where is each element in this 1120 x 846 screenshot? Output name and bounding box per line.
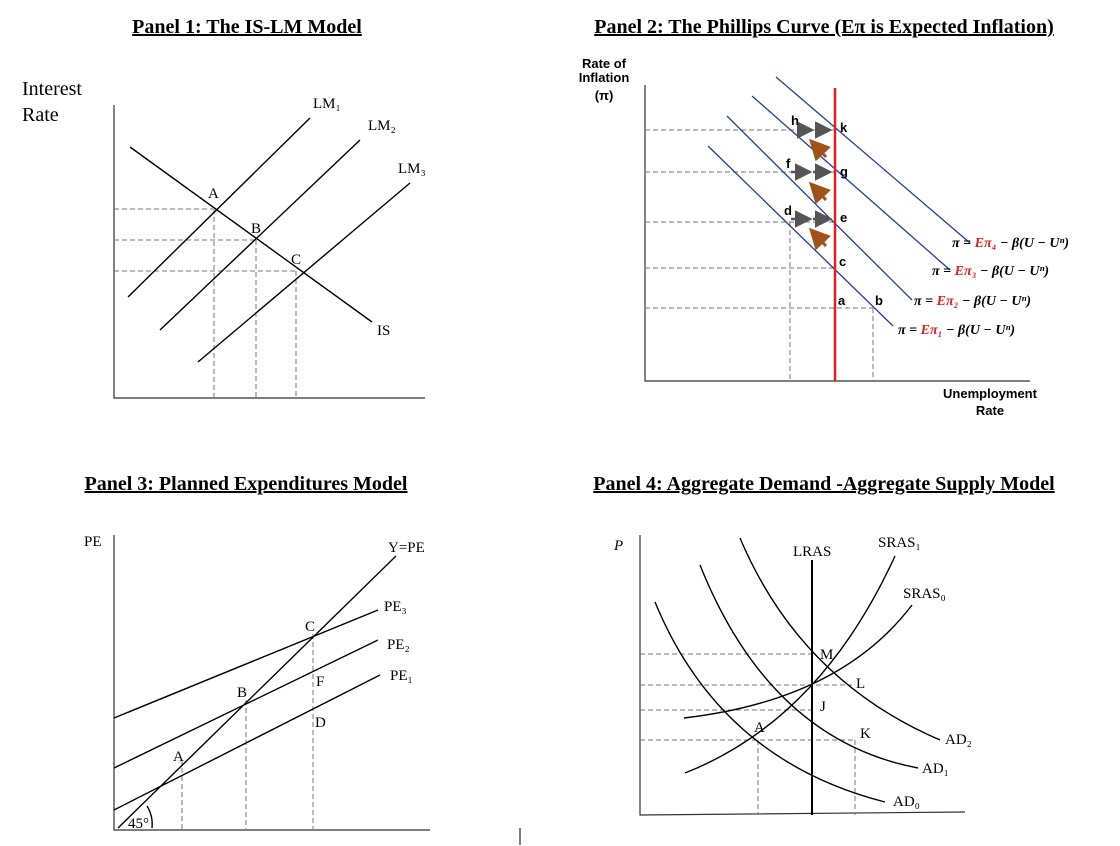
- axis-label: Interest: [22, 78, 82, 100]
- curve-label: IS: [377, 323, 390, 339]
- point-label: A: [208, 186, 219, 202]
- equation-part: − β(U − Uⁿ): [977, 264, 1050, 279]
- axis-label: P: [613, 538, 623, 554]
- point-label: C: [305, 619, 315, 635]
- point-label: C: [291, 252, 301, 268]
- equation: π = Eπ₂ − β(U − Uⁿ): [914, 294, 1031, 309]
- axis-label: Unemployment: [943, 386, 1038, 401]
- brown-arrows: [808, 138, 831, 251]
- point-label: F: [316, 674, 324, 690]
- point-label: e: [840, 210, 847, 225]
- equation-part: − β(U − Uⁿ): [959, 294, 1032, 309]
- curve-label: PE₃: [384, 599, 407, 615]
- curves: [127, 117, 411, 363]
- panel-title: Panel 2: The Phillips Curve (Eπ is Expec…: [594, 16, 1054, 38]
- curve-label: LM₂: [368, 118, 396, 134]
- point-label: L: [856, 676, 865, 692]
- phillips-curves: [707, 76, 971, 327]
- point-label: M: [820, 647, 833, 663]
- point-label: A: [173, 749, 184, 765]
- curve-label: LM₃: [398, 161, 426, 177]
- equation-part: π =: [914, 294, 937, 309]
- point-label: B: [251, 221, 261, 237]
- equation-part: π =: [932, 264, 955, 279]
- panel-title: Panel 1: The IS-LM Model: [132, 16, 362, 38]
- equation-part: − β(U − Uⁿ): [943, 323, 1016, 338]
- point-label: B: [237, 685, 247, 701]
- panel-planned-expenditures: Panel 3: Planned Expenditures Model PE 4…: [84, 473, 521, 845]
- curve-label: SRAS₁: [878, 535, 921, 551]
- angle-arc: [146, 805, 153, 829]
- panel-ad-as: Panel 4: Aggregate Demand -Aggregate Sup…: [593, 473, 1055, 816]
- equation-part: Eπ₃: [954, 264, 977, 279]
- point-label: d: [784, 203, 792, 218]
- axis-label: Rate: [22, 104, 59, 126]
- curve-label: AD₁: [922, 761, 949, 777]
- equation: π = Eπ₃ − β(U − Uⁿ): [932, 264, 1049, 279]
- point-label: K: [860, 726, 871, 742]
- axis-label: (π): [595, 88, 614, 103]
- point-label: k: [840, 120, 848, 135]
- curve-label: LM₁: [313, 96, 341, 112]
- point-label: c: [839, 254, 846, 269]
- equation-part: − β(U − Uⁿ): [997, 236, 1070, 251]
- point-label: J: [820, 699, 826, 715]
- point-label: h: [791, 113, 799, 128]
- curves: [113, 555, 397, 829]
- curve-label: SRAS₀: [903, 586, 946, 602]
- axes: [113, 105, 425, 399]
- equation-part: Eπ₂: [936, 294, 959, 309]
- guide-lines: [114, 208, 297, 398]
- point-label: a: [838, 293, 846, 308]
- equation: π = Eπ₄ − β(U − Uⁿ): [952, 236, 1069, 251]
- point-label: A: [754, 720, 765, 736]
- angle-label: 45°: [128, 816, 149, 832]
- panel-title: Panel 4: Aggregate Demand -Aggregate Sup…: [593, 473, 1055, 495]
- equation: π = Eπ₁ − β(U − Uⁿ): [898, 323, 1015, 338]
- panel-phillips: Panel 2: The Phillips Curve (Eπ is Expec…: [579, 16, 1069, 418]
- curve-label: PE₁: [390, 668, 413, 684]
- curve-label: AD₀: [893, 794, 920, 810]
- curves: [654, 537, 941, 803]
- guide-lines: [645, 129, 874, 381]
- arrows: [791, 121, 833, 228]
- axis-label: Inflation: [579, 70, 630, 85]
- axis-label: PE: [84, 534, 102, 550]
- equation-part: π =: [898, 323, 921, 338]
- equation-part: π =: [952, 236, 975, 251]
- panel-is-lm: Panel 1: The IS-LM Model Interest Rate L…: [22, 16, 426, 399]
- axes: [644, 85, 1030, 382]
- curve-label: LRAS: [793, 544, 831, 560]
- point-label: b: [875, 293, 883, 308]
- equation-part: Eπ₁: [920, 323, 943, 338]
- axis-label: Rate: [976, 403, 1004, 418]
- point-label: g: [840, 164, 848, 179]
- curve-label: Y=PE: [388, 540, 425, 556]
- point-label: f: [786, 156, 791, 171]
- guide-lines: [181, 634, 314, 830]
- axes: [113, 535, 430, 831]
- equation-part: Eπ₄: [974, 236, 997, 251]
- point-label: D: [315, 715, 326, 731]
- curve-label: AD₂: [945, 732, 972, 748]
- axis-label: Rate of: [582, 56, 627, 71]
- curve-label: PE₂: [387, 637, 410, 653]
- panel-title: Panel 3: Planned Expenditures Model: [85, 473, 408, 495]
- axes: [639, 535, 966, 816]
